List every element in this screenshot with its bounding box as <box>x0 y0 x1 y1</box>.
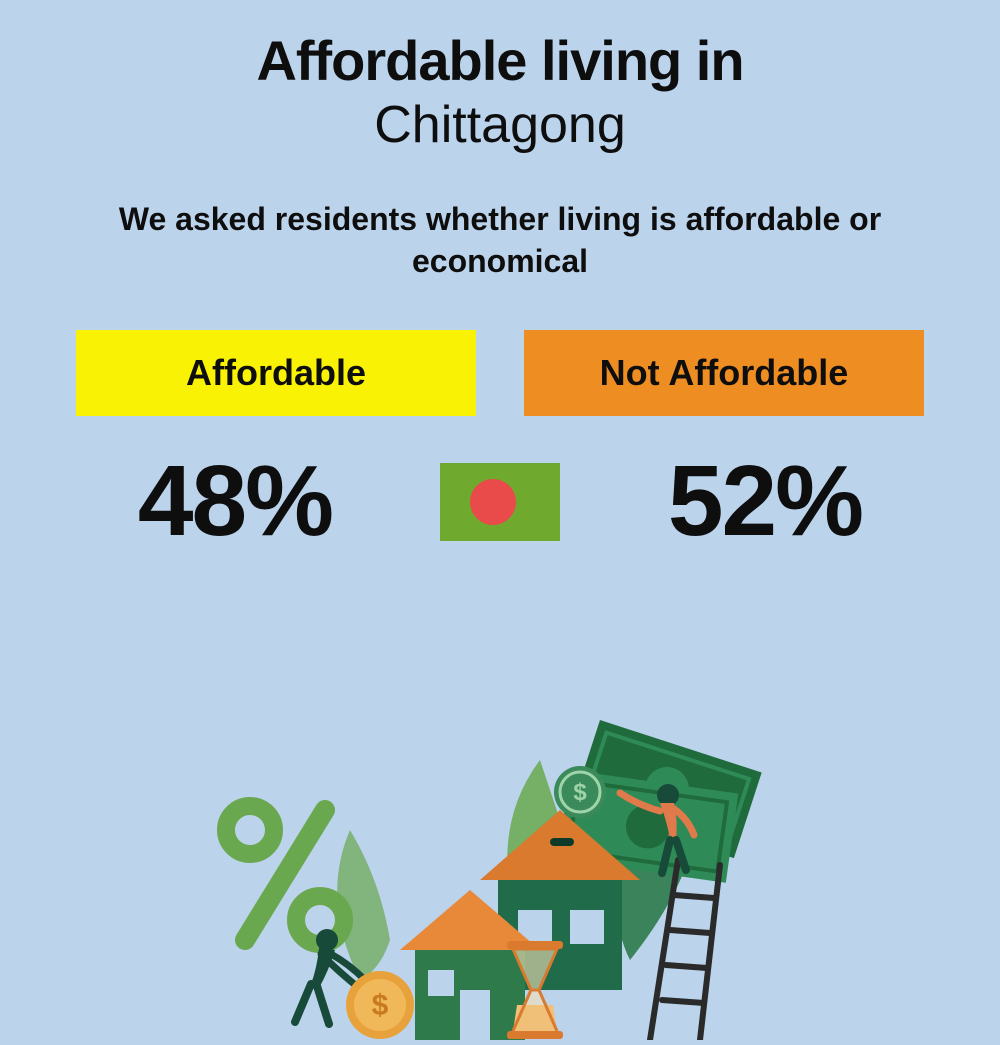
badge-not-affordable-label: Not Affordable <box>600 352 849 394</box>
svg-text:$: $ <box>372 989 389 1022</box>
badge-row: Affordable Not Affordable <box>0 330 1000 416</box>
percent-row: 48% 52% <box>0 444 1000 559</box>
svg-text:$: $ <box>573 779 587 806</box>
question-text: We asked residents whether living is aff… <box>0 199 1000 282</box>
coin-icon: $ <box>346 971 414 1039</box>
title-block: Affordable living in Chittagong <box>0 0 1000 155</box>
badge-not-affordable: Not Affordable <box>524 330 924 416</box>
badge-affordable-label: Affordable <box>186 352 366 394</box>
percent-icon <box>226 806 344 944</box>
title-main: Affordable living in <box>0 28 1000 93</box>
bangladesh-flag-icon <box>440 463 560 541</box>
savings-illustration: $ <box>180 680 820 1040</box>
title-sub: Chittagong <box>0 95 1000 155</box>
coin-icon: $ <box>554 766 606 818</box>
flag-circle-icon <box>470 479 516 525</box>
badge-affordable: Affordable <box>76 330 476 416</box>
percent-affordable: 48% <box>60 444 410 559</box>
percent-not-affordable: 52% <box>590 444 940 559</box>
